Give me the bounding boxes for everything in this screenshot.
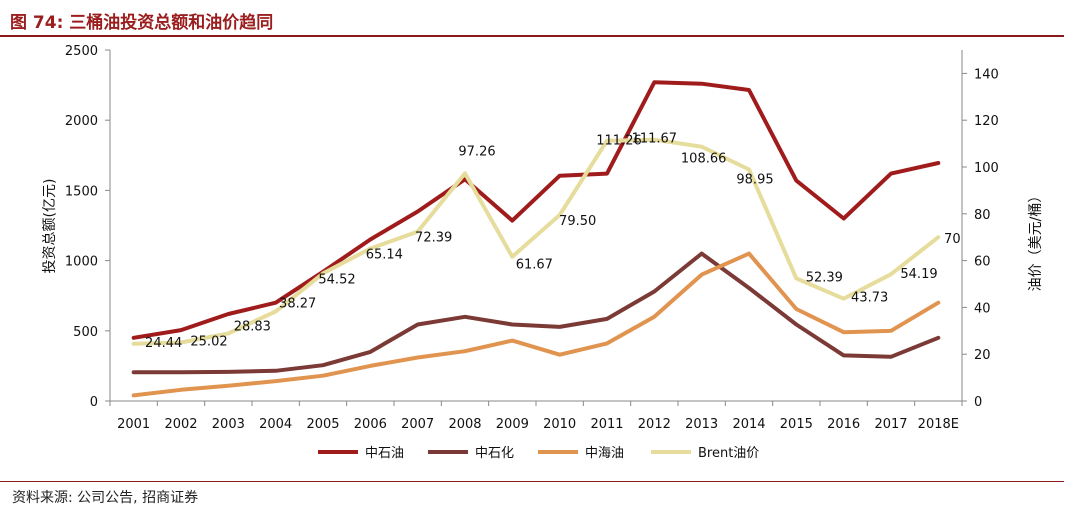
left-axis-title: 投资总额(亿元) [42, 179, 58, 274]
left-y-tick-label: 0 [90, 395, 98, 410]
brent-data-label: 111.67 [632, 132, 678, 147]
brent-data-label: 54.52 [318, 272, 355, 287]
right-y-tick-label: 0 [974, 395, 982, 410]
legend-cnpc-label: 中石油 [365, 446, 404, 461]
brent-data-label: 38.27 [279, 296, 316, 311]
legend-brent-label: Brent油价 [698, 446, 759, 461]
right-axis-title: 油价（美元/桶） [1028, 189, 1044, 292]
source-divider [0, 481, 1064, 482]
brent-data-label: 79.50 [559, 214, 596, 229]
cnpc-line [131, 80, 941, 340]
brent-data-label: 98.95 [736, 172, 773, 187]
left-y-tick-label: 2000 [65, 114, 98, 129]
x-tick-label: 2010 [543, 417, 576, 432]
x-tick-label: 2004 [259, 417, 292, 432]
chart-canvas: 0 500 1000 1500 2000 2500 0 20 40 60 80 100 120 140 20… [42, 44, 1044, 461]
right-y-tick-label: 60 [974, 255, 991, 270]
x-tick-label: 2001 [117, 417, 150, 432]
brent-data-label: 25.02 [190, 334, 227, 349]
left-y-tick-label: 500 [73, 325, 98, 340]
x-tick-label: 2018E [918, 417, 959, 432]
x-tick-label: 2012 [638, 417, 671, 432]
brent-data-label: 61.67 [516, 258, 553, 273]
brent-line [131, 137, 941, 346]
cnooc-line [131, 251, 941, 398]
left-y-tick-label: 1500 [65, 184, 98, 199]
right-y-tick-label: 40 [974, 301, 991, 316]
brent-data-label: 52.39 [806, 270, 843, 285]
x-tick-label: 2014 [732, 417, 765, 432]
figure-title: 图 74: 三桶油投资总额和油价趋同 [10, 13, 274, 33]
x-tick-label: 2002 [164, 417, 197, 432]
right-y-tick-label: 20 [974, 348, 991, 363]
x-tick-label: 2013 [685, 417, 718, 432]
legend-sinopec-label: 中石化 [475, 446, 514, 461]
x-tick-label: 2003 [212, 417, 245, 432]
x-tick-label: 2008 [448, 417, 481, 432]
x-tick-label: 2009 [496, 417, 529, 432]
right-y-tick-label: 100 [974, 161, 999, 176]
sinopec-line [131, 251, 941, 375]
brent-data-label: 108.66 [681, 152, 727, 167]
x-tick-label: 2005 [306, 417, 339, 432]
right-y-tick-label: 80 [974, 208, 991, 223]
brent-data-label: 54.19 [900, 267, 937, 282]
legend-cnooc-label: 中海油 [585, 446, 624, 461]
source-note: 资料来源: 公司公告, 招商证券 [12, 490, 199, 506]
brent-data-label: 65.14 [366, 248, 403, 263]
brent-data-label: 70 [944, 232, 961, 247]
title-divider [0, 35, 1064, 37]
brent-data-label: 28.83 [234, 320, 271, 335]
right-y-tick-label: 140 [974, 67, 999, 82]
left-y-tick-label: 2500 [65, 44, 98, 59]
x-tick-label: 2017 [874, 417, 907, 432]
left-y-tick-label: 1000 [65, 255, 98, 270]
brent-data-label: 24.44 [145, 336, 182, 351]
x-tick-label: 2007 [401, 417, 434, 432]
x-tick-label: 2016 [827, 417, 860, 432]
brent-data-label: 111.26 [596, 134, 642, 149]
x-tick-label: 2015 [780, 417, 813, 432]
brent-data-label: 72.39 [415, 231, 452, 246]
x-tick-label: 2006 [354, 417, 387, 432]
right-y-tick-label: 120 [974, 114, 999, 129]
brent-data-label: 43.73 [851, 291, 888, 306]
brent-data-label: 97.26 [458, 144, 495, 159]
x-tick-label: 2011 [590, 417, 623, 432]
